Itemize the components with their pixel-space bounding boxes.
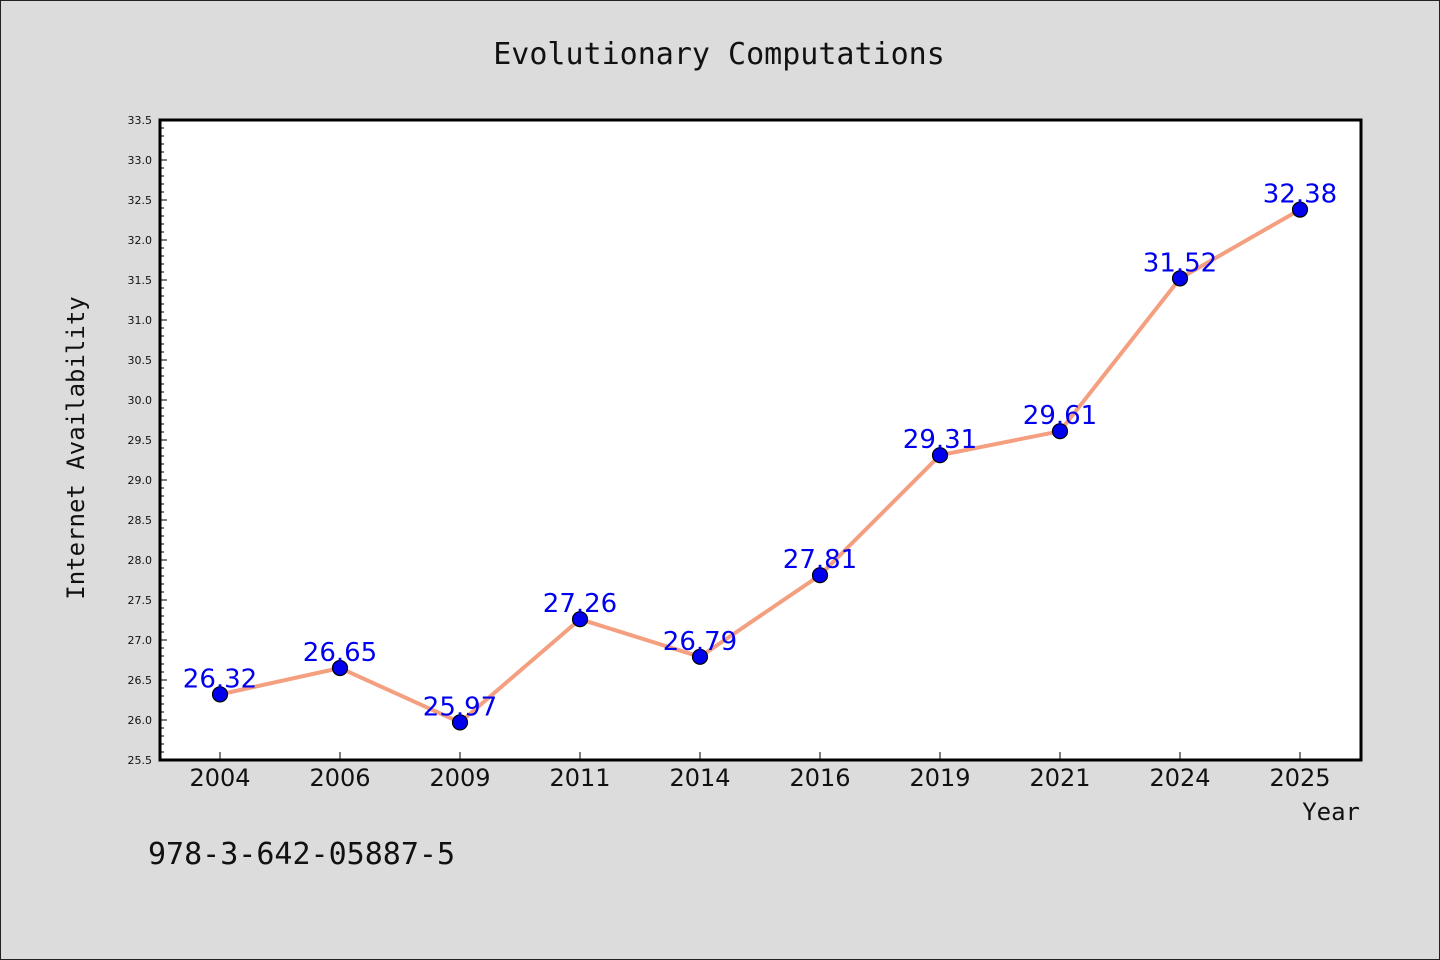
data-point — [691, 648, 709, 665]
data-label: 32.38 — [1263, 180, 1337, 210]
y-tick-label: 30.0 — [128, 394, 153, 407]
data-point — [931, 447, 949, 464]
y-tick-label: 25.5 — [128, 754, 153, 767]
data-label: 26.32 — [183, 664, 257, 694]
x-tick-label: 2014 — [669, 764, 730, 792]
y-tick-label: 31.0 — [128, 314, 153, 327]
x-axis-label: Year — [1302, 798, 1360, 826]
x-tick-label: 2021 — [1029, 764, 1090, 792]
y-tick-label: 33.5 — [128, 114, 153, 127]
isbn-text: 978-3-642-05887-5 — [148, 837, 455, 872]
x-tick-label: 2004 — [189, 764, 250, 792]
x-tick-label: 2006 — [309, 764, 370, 792]
y-tick-label: 27.5 — [128, 594, 153, 607]
data-label: 29.61 — [1023, 401, 1097, 431]
data-label: 27.26 — [543, 589, 617, 619]
data-point — [1171, 270, 1189, 287]
chart-title: Evolutionary Computations — [493, 37, 945, 72]
y-tick-label: 31.5 — [128, 274, 153, 287]
data-label: 25.97 — [423, 692, 497, 722]
y-axis-label: Internet Availability — [62, 296, 90, 599]
y-tick-label: 28.0 — [128, 554, 153, 567]
y-tick-label: 29.0 — [128, 474, 153, 487]
data-point — [811, 567, 829, 584]
y-tick-label: 26.0 — [128, 714, 153, 727]
data-labels: 26.32 26.65 25.97 27.26 26.79 27.81 29.31 29.61… — [183, 180, 1337, 723]
y-tick-label: 30.5 — [128, 354, 153, 367]
data-point — [211, 686, 229, 703]
x-tick-label: 2025 — [1269, 764, 1330, 792]
data-point — [1291, 201, 1309, 218]
data-point — [451, 714, 469, 731]
y-axis: 25.5 26.0 26.5 27.0 27.5 28.0 28.5 29.0 29.5 30.0… — [128, 114, 167, 767]
y-tick-label: 29.5 — [128, 434, 153, 447]
data-label: 29.31 — [903, 425, 977, 455]
plot-area — [160, 120, 1361, 760]
data-label: 26.79 — [663, 627, 737, 657]
x-tick-label: 2011 — [549, 764, 610, 792]
x-tick-label: 2019 — [909, 764, 970, 792]
series-markers — [211, 201, 1309, 731]
y-tick-label: 33.0 — [128, 154, 153, 167]
y-tick-label: 27.0 — [128, 634, 153, 647]
x-tick-label: 2009 — [429, 764, 490, 792]
y-tick-label: 28.5 — [128, 514, 153, 527]
y-tick-label: 26.5 — [128, 674, 153, 687]
data-point — [1051, 423, 1069, 440]
x-tick-label: 2016 — [789, 764, 850, 792]
data-label: 31.52 — [1143, 248, 1217, 278]
x-tick-label: 2024 — [1149, 764, 1210, 792]
series-line — [219, 207, 1301, 725]
y-tick-label: 32.0 — [128, 234, 153, 247]
y-tick-label: 32.5 — [128, 194, 153, 207]
plot-border — [158, 118, 1363, 762]
data-label: 27.81 — [783, 545, 857, 575]
data-point — [331, 659, 349, 677]
data-point — [571, 611, 589, 628]
data-label: 26.65 — [303, 638, 377, 668]
